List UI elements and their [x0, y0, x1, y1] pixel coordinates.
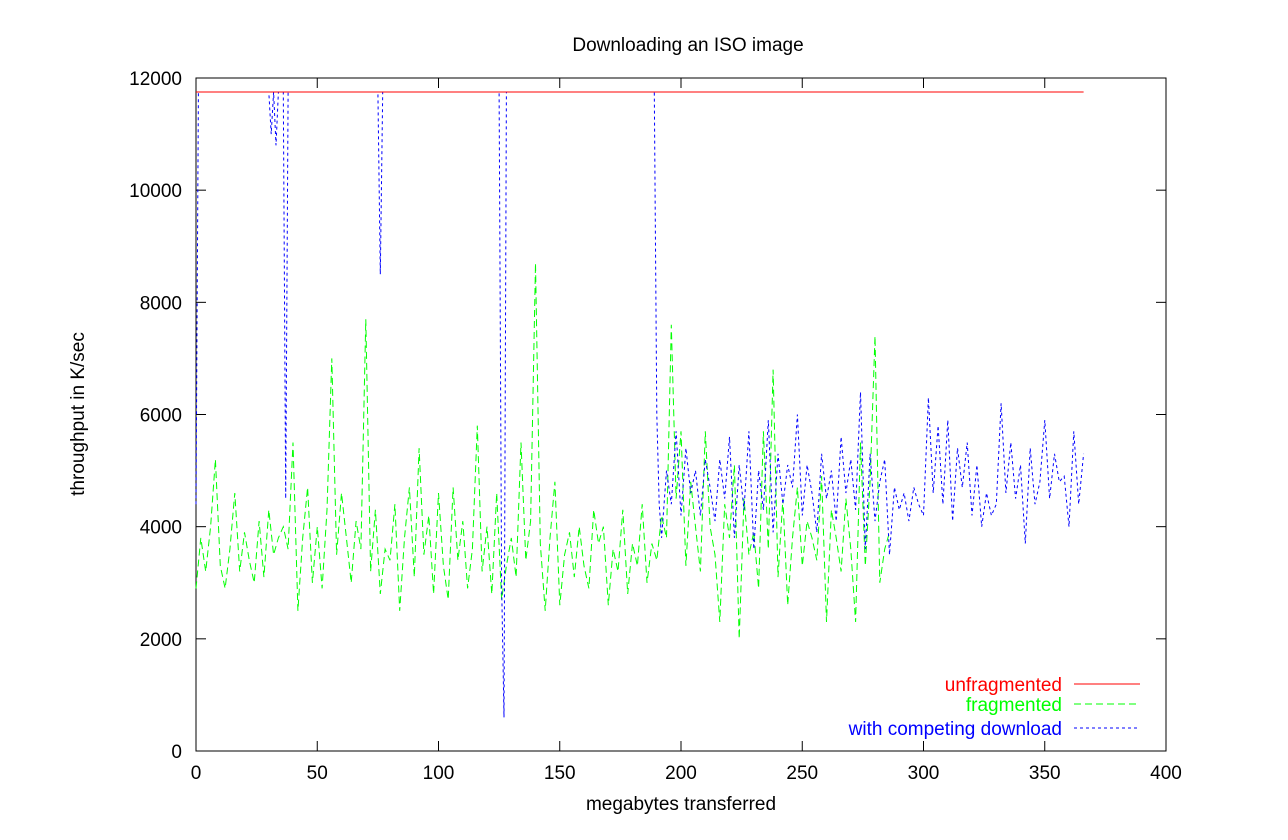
plot-area: [195, 77, 1167, 752]
plot-frame: [195, 77, 1167, 752]
x-tick-label: 50: [307, 763, 328, 784]
y-tick-label: 0: [171, 742, 182, 763]
legend-label: fragmented: [966, 695, 1062, 716]
x-tick-label: 350: [1029, 763, 1061, 784]
y-tick-label: 4000: [140, 518, 182, 539]
x-tick-label: 200: [665, 763, 697, 784]
series-line-with-competing-download: [195, 91, 1085, 718]
x-tick-label: 0: [191, 763, 202, 784]
legend-label: with competing download: [848, 719, 1062, 740]
y-tick-label: 8000: [140, 293, 182, 314]
series-line-fragmented: [195, 263, 890, 639]
y-tick-label: 6000: [140, 406, 182, 427]
legend-label: unfragmented: [945, 675, 1062, 696]
x-axis-label: megabytes transferred: [586, 794, 776, 815]
series-layer: [195, 91, 1085, 718]
y-tick-label: 12000: [129, 69, 182, 90]
y-axis-label: throughput in K/sec: [68, 332, 89, 496]
y-axis: 0 2000 4000 6000 8000 10000 12000: [129, 69, 1166, 763]
x-tick-label: 400: [1150, 763, 1182, 784]
x-tick-label: 150: [544, 763, 576, 784]
y-tick-label: 2000: [140, 630, 182, 651]
chart-title: Downloading an ISO image: [572, 35, 803, 56]
y-tick-label: 10000: [129, 181, 182, 202]
x-axis: 0 50 100 150 200 250 300 350 400: [191, 78, 1182, 784]
x-tick-label: 100: [423, 763, 455, 784]
x-tick-label: 300: [908, 763, 940, 784]
x-tick-label: 250: [786, 763, 818, 784]
